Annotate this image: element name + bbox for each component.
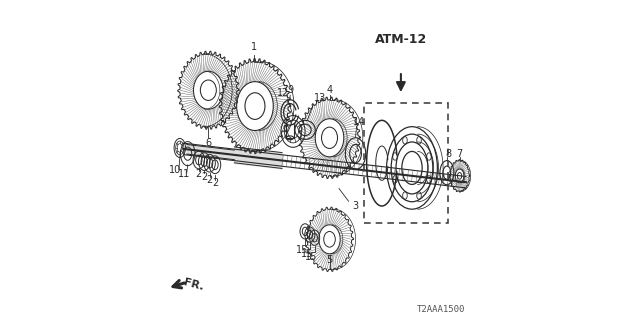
Text: 2: 2 bbox=[201, 172, 207, 182]
Text: 15: 15 bbox=[305, 252, 317, 262]
Text: 2: 2 bbox=[207, 175, 212, 185]
Text: 10: 10 bbox=[169, 164, 181, 174]
Text: FR.: FR. bbox=[182, 277, 204, 292]
Text: 3: 3 bbox=[352, 201, 358, 211]
Text: 13: 13 bbox=[314, 93, 326, 103]
Text: 2: 2 bbox=[212, 178, 218, 188]
Text: 4: 4 bbox=[326, 85, 333, 95]
Text: 8: 8 bbox=[445, 149, 452, 159]
Text: 12: 12 bbox=[277, 88, 290, 98]
Text: 15: 15 bbox=[301, 249, 313, 259]
Text: 11: 11 bbox=[178, 169, 190, 179]
Text: T2AAA1500: T2AAA1500 bbox=[417, 305, 465, 314]
Text: 1: 1 bbox=[251, 42, 257, 52]
Text: ATM-12: ATM-12 bbox=[375, 33, 427, 46]
Text: 15: 15 bbox=[296, 245, 308, 255]
Text: 7: 7 bbox=[456, 149, 462, 159]
Text: 9: 9 bbox=[288, 85, 294, 95]
Text: 6: 6 bbox=[205, 138, 211, 148]
Text: 5: 5 bbox=[326, 255, 333, 265]
Text: 14: 14 bbox=[353, 117, 365, 127]
Bar bbox=[364, 103, 449, 223]
Text: 2: 2 bbox=[196, 169, 202, 179]
